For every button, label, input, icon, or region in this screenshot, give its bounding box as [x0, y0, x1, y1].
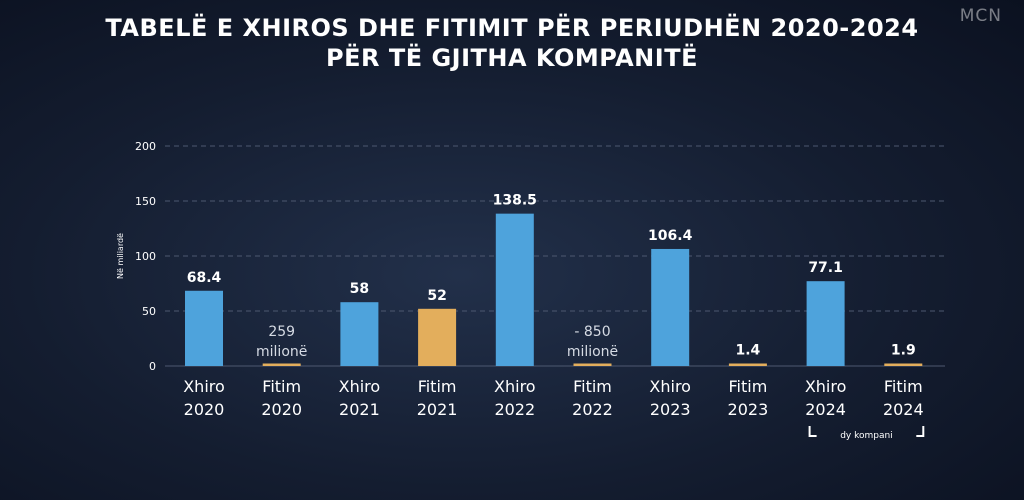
data-label: 106.4 — [648, 228, 693, 244]
bar-xhiro — [340, 302, 379, 366]
footnote: dy kompani — [840, 431, 893, 441]
x-tick-label: Fitim — [573, 377, 612, 396]
x-tick-label: Fitim — [884, 377, 923, 396]
bar-fitim — [418, 308, 457, 366]
chart-title-line-1: TABELË E XHIROS DHE FITIMIT PËR PERIUDHË… — [105, 14, 919, 42]
x-tick-label: 2020 — [184, 400, 225, 419]
x-tick-label: Xhiro — [649, 377, 691, 396]
x-tick-label: Xhiro — [494, 377, 536, 396]
y-tick-label: 100 — [135, 250, 156, 263]
x-tick-label: Xhiro — [339, 377, 381, 396]
data-label-unit: milionë — [567, 344, 618, 360]
bracket-left — [808, 426, 817, 437]
x-tick-label: Fitim — [729, 377, 768, 396]
data-label-unit: milionë — [256, 344, 307, 360]
y-tick-label: 0 — [149, 360, 156, 373]
y-axis-label: Në miliardë — [116, 233, 125, 279]
x-tick-label: 2024 — [883, 400, 924, 419]
data-label: 77.1 — [808, 260, 843, 276]
bar-fitim — [728, 363, 767, 366]
x-tick-label: Xhiro — [183, 377, 225, 396]
bar-fitim — [573, 363, 612, 366]
bar-xhiro — [185, 290, 223, 366]
bar-xhiro — [495, 213, 534, 366]
data-label: 259 — [268, 324, 295, 340]
bar-fitim — [884, 363, 923, 366]
bracket-right — [916, 426, 925, 437]
x-tick-label: 2020 — [261, 400, 302, 419]
bar-xhiro — [806, 281, 845, 366]
y-tick-label: 50 — [142, 305, 156, 318]
data-label: 1.4 — [735, 343, 760, 359]
bar-xhiro — [651, 248, 690, 366]
data-label: 138.5 — [493, 193, 537, 209]
x-tick-label: 2023 — [650, 400, 691, 419]
chart-title-line-2: PËR TË GJITHA KOMPANITË — [326, 44, 698, 72]
x-tick-label: Fitim — [418, 377, 457, 396]
y-tick-label: 200 — [135, 140, 156, 153]
x-tick-label: 2021 — [417, 400, 458, 419]
data-label: - 850 — [574, 324, 610, 340]
x-tick-label: Fitim — [262, 377, 301, 396]
y-tick-label: 150 — [135, 195, 156, 208]
x-tick-label: 2021 — [339, 400, 380, 419]
x-tick-label: 2022 — [572, 400, 613, 419]
x-tick-label: Xhiro — [805, 377, 847, 396]
x-tick-label: 2024 — [805, 400, 846, 419]
data-label: 68.4 — [187, 270, 222, 286]
x-tick-label: 2023 — [728, 400, 769, 419]
data-label: 1.9 — [891, 343, 916, 359]
data-label: 58 — [350, 281, 369, 297]
data-label: 52 — [427, 288, 446, 304]
bar-fitim — [262, 363, 301, 366]
x-tick-label: 2022 — [494, 400, 535, 419]
channel-logo: MCN — [959, 6, 1002, 26]
